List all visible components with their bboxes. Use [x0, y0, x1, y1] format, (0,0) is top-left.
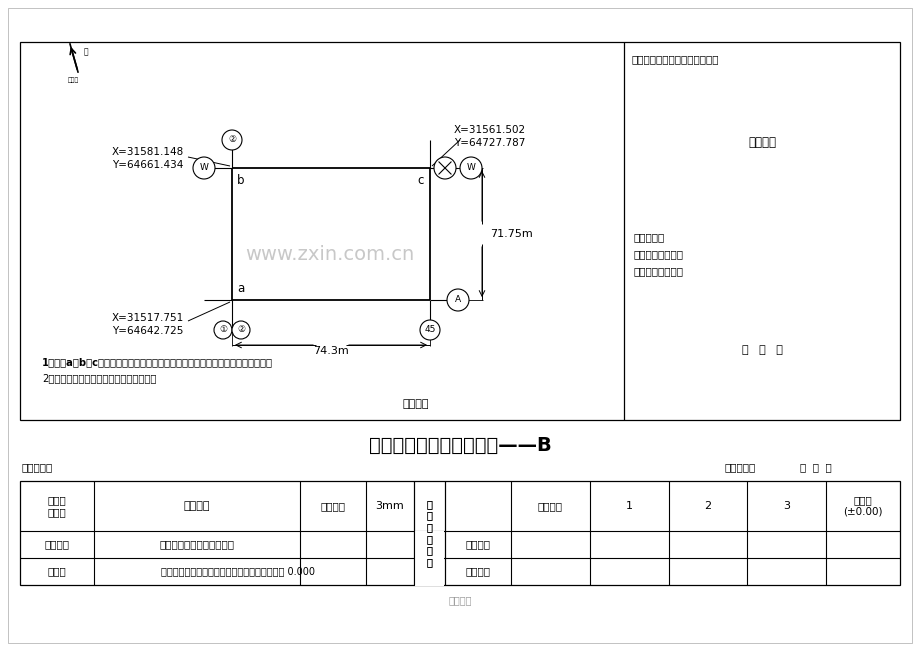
Text: ①: ①	[219, 326, 227, 335]
Text: 误差调整: 误差调整	[320, 501, 345, 511]
Text: 前视读数: 前视读数	[465, 540, 490, 549]
Circle shape	[460, 157, 482, 179]
Circle shape	[232, 321, 250, 339]
Text: A: A	[454, 296, 460, 305]
Text: X=31517.751: X=31517.751	[112, 313, 184, 323]
Text: 45: 45	[424, 326, 436, 335]
Text: 2、建筑物的轴线交点采用坐标释方法引入: 2、建筑物的轴线交点采用坐标释方法引入	[42, 373, 156, 383]
Text: ②: ②	[228, 135, 236, 145]
Text: 建筑物
(±0.00): 建筑物 (±0.00)	[843, 495, 882, 517]
Text: 定位依: 定位依	[48, 566, 66, 577]
Circle shape	[214, 321, 232, 339]
Text: b: b	[237, 174, 244, 186]
Text: 根据设计院规划建筑坐标图及甲方提供的水准点 0.000: 根据设计院规划建筑坐标图及甲方提供的水准点 0.000	[161, 566, 314, 577]
Text: 测量员：: 测量员：	[403, 399, 429, 409]
Text: W: W	[466, 163, 475, 173]
Text: 年  月  日: 年 月 日	[800, 462, 831, 472]
Text: 引
测
入
量
水
准: 引 测 入 量 水 准	[426, 499, 432, 567]
Bar	[20, 42, 899, 420]
Text: 施工单位：: 施工单位：	[22, 462, 53, 472]
Text: （或建设单位项目: （或建设单位项目	[633, 249, 683, 259]
Text: ②: ②	[237, 326, 244, 335]
Text: 正坤大厦: 正坤大厦	[183, 501, 210, 511]
Text: a: a	[237, 281, 244, 294]
Text: 测量日期：: 测量日期：	[724, 462, 755, 472]
Text: 监理工程师: 监理工程师	[633, 232, 664, 242]
Text: 绝对标高: 绝对标高	[465, 566, 490, 577]
Text: 精选文档: 精选文档	[448, 595, 471, 605]
Text: 1、表中a、b、c点为勘察单位及设计单位规划建筑坐标定位图提供的放线坐标点。: 1、表中a、b、c点为勘察单位及设计单位规划建筑坐标定位图提供的放线坐标点。	[42, 357, 273, 367]
Text: W: W	[199, 163, 209, 173]
Text: X=31561.502: X=31561.502	[453, 125, 526, 135]
Text: 单位工
程名称: 单位工 程名称	[48, 495, 66, 517]
Text: 3mm: 3mm	[375, 501, 404, 511]
Text: 71.75m: 71.75m	[490, 229, 532, 239]
Text: Y=64727.787: Y=64727.787	[454, 138, 525, 148]
Text: X=31581.148: X=31581.148	[112, 147, 184, 157]
Text: 年   月   日: 年 月 日	[741, 345, 781, 355]
Circle shape	[221, 130, 242, 150]
Text: 1: 1	[625, 501, 632, 511]
Text: www.zxin.com.cn: www.zxin.com.cn	[245, 245, 414, 264]
Circle shape	[434, 157, 456, 179]
Bar	[414, 531, 444, 585]
Text: 3: 3	[782, 501, 789, 511]
Text: 2: 2	[704, 501, 710, 511]
Text: 符合要求: 符合要求	[747, 135, 775, 148]
Text: 水准基点: 水准基点	[538, 501, 562, 511]
Text: 建设单位: 建设单位	[44, 540, 69, 549]
Circle shape	[447, 289, 469, 311]
Text: c: c	[417, 174, 424, 186]
Circle shape	[420, 320, 439, 340]
Text: 监理（或建设）单位检查意见：: 监理（或建设）单位检查意见：	[631, 54, 719, 64]
Bar	[20, 481, 899, 585]
Text: 广西正坤置业投资有限公司: 广西正坤置业投资有限公司	[159, 540, 234, 549]
Circle shape	[193, 157, 215, 179]
Text: Y=64661.434: Y=64661.434	[112, 160, 184, 170]
Text: 北: 北	[84, 48, 88, 57]
Text: 单位工程定位测量记录表——B: 单位工程定位测量记录表——B	[369, 436, 550, 454]
Text: Y=64642.725: Y=64642.725	[112, 326, 184, 336]
Text: 引
测
入
量
水
准: 引 测 入 量 水 准	[426, 499, 432, 567]
Text: 专业技术负责人）: 专业技术负责人）	[633, 266, 683, 276]
Text: 74.3m: 74.3m	[312, 346, 348, 356]
Text: 比例：: 比例：	[67, 77, 78, 83]
